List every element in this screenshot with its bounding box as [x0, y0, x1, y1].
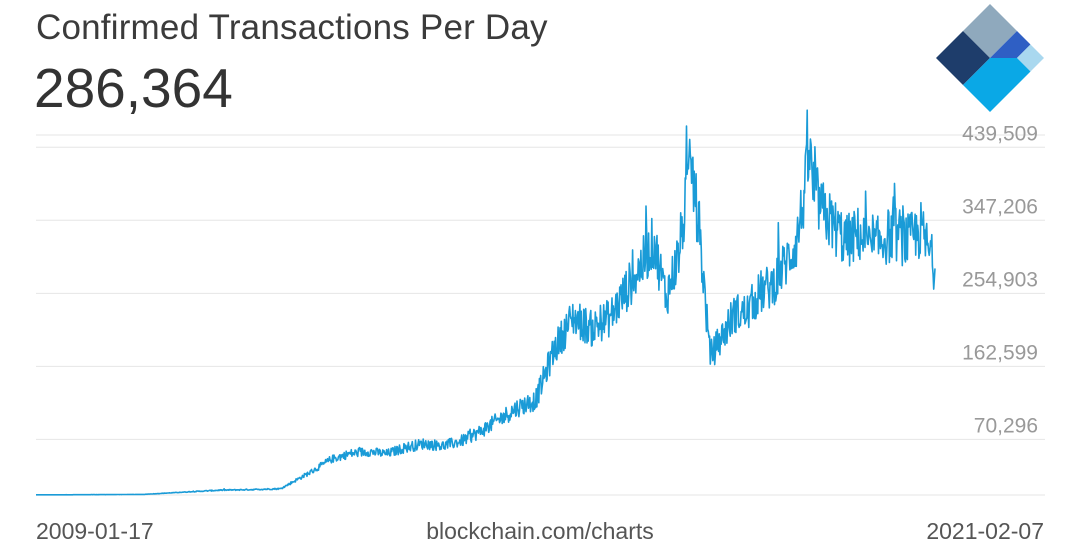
- end-date-label: 2021-02-07: [926, 518, 1044, 544]
- series-line-confirmed-transactions: [35, 109, 936, 496]
- blockchain-logo-icon: [936, 4, 1044, 112]
- y-tick-label: 162,599: [962, 341, 1038, 364]
- y-axis-ticks: 70,296 162,599 254,903 347,206 439,509: [962, 122, 1038, 437]
- current-value: 286,364: [34, 57, 233, 119]
- logo-bottom-facet: [963, 58, 1031, 112]
- source-label: blockchain.com/charts: [426, 518, 654, 544]
- y-tick-label: 70,296: [974, 414, 1038, 437]
- chart-title: Confirmed Transactions Per Day: [36, 8, 548, 47]
- y-tick-label: 439,509: [962, 122, 1038, 145]
- y-tick-label: 347,206: [962, 195, 1038, 218]
- start-date-label: 2009-01-17: [36, 518, 154, 544]
- y-tick-label: 254,903: [962, 268, 1038, 291]
